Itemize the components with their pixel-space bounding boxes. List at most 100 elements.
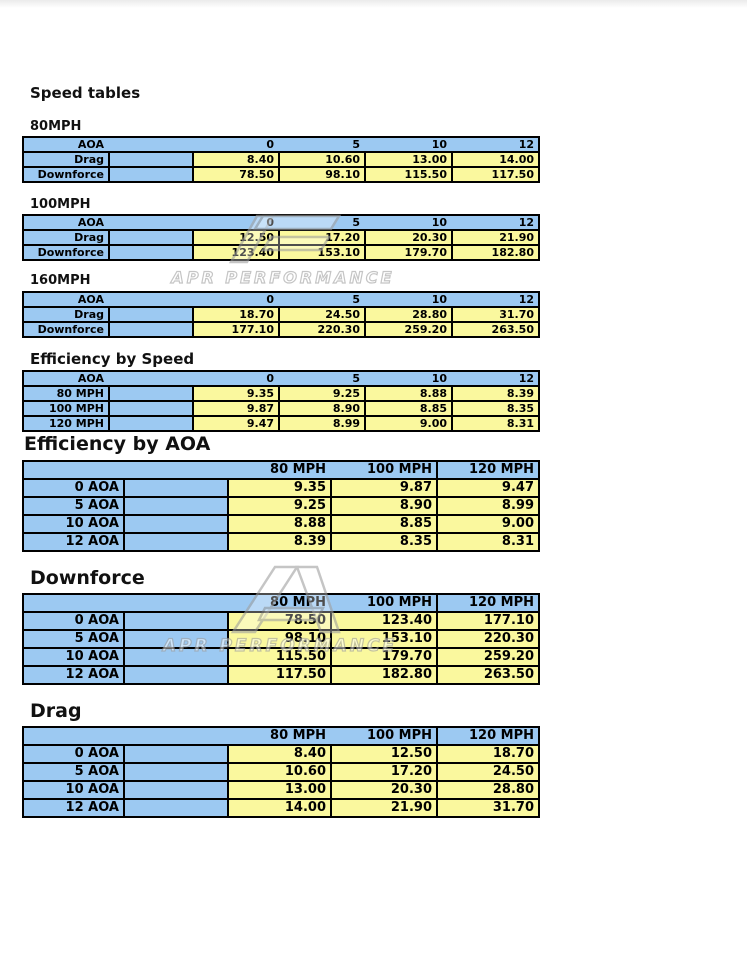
table-header-merged: 80 MPH 100 MPH bbox=[24, 595, 436, 611]
value-cell: 9.00 bbox=[438, 516, 538, 532]
col-header: 10 bbox=[431, 216, 447, 229]
blank-cell bbox=[125, 516, 227, 532]
blank-cell bbox=[110, 246, 192, 259]
watermark-text: APR PERFORMANCE bbox=[171, 267, 395, 287]
value-cell: 20.30 bbox=[332, 782, 436, 798]
blank-cell bbox=[110, 323, 192, 336]
value-cell: 263.50 bbox=[453, 323, 538, 336]
corner-label: AOA bbox=[77, 293, 104, 306]
value-cell: 13.00 bbox=[229, 782, 330, 798]
value-cell: 9.25 bbox=[229, 498, 330, 514]
col-header: 80 MPH bbox=[270, 595, 326, 610]
table-header-merged: 80 MPH 100 MPH bbox=[24, 728, 436, 744]
value-cell: 98.10 bbox=[280, 168, 364, 181]
value-cell: 17.20 bbox=[280, 231, 364, 244]
col-header: 10 bbox=[431, 372, 447, 385]
value-cell: 259.20 bbox=[366, 323, 451, 336]
row-label: 80 MPH bbox=[24, 387, 108, 400]
blank-cell bbox=[110, 387, 192, 400]
value-cell: 8.90 bbox=[332, 498, 436, 514]
value-cell: 21.90 bbox=[453, 231, 538, 244]
row-label: 5 AOA bbox=[24, 631, 123, 647]
value-cell: 9.25 bbox=[280, 387, 364, 400]
table-header-row: AOA 0 5 10 12 bbox=[24, 372, 538, 385]
value-cell: 153.10 bbox=[280, 246, 364, 259]
value-cell: 8.88 bbox=[366, 387, 451, 400]
value-cell: 9.87 bbox=[194, 402, 278, 415]
col-header: 5 bbox=[352, 138, 360, 151]
table-80mph: AOA 0 5 10 12 Drag 8.40 10.60 13.00 14.00 Downforc… bbox=[22, 136, 540, 183]
row-label: Downforce bbox=[24, 323, 108, 336]
value-cell: 31.70 bbox=[453, 308, 538, 321]
value-cell: 9.00 bbox=[366, 417, 451, 430]
value-cell: 98.10 bbox=[229, 631, 330, 647]
blank-cell bbox=[110, 153, 192, 166]
col-header: 5 bbox=[352, 293, 360, 306]
table-header-row: AOA 0 5 10 12 bbox=[24, 293, 538, 306]
col-header: 0 bbox=[266, 293, 274, 306]
col-header: 120 MPH bbox=[438, 728, 538, 744]
value-cell: 18.70 bbox=[194, 308, 278, 321]
blank-cell bbox=[125, 631, 227, 647]
col-header: 12 bbox=[518, 216, 534, 229]
value-cell: 20.30 bbox=[366, 231, 451, 244]
corner-label: AOA bbox=[77, 216, 104, 229]
value-cell: 117.50 bbox=[229, 667, 330, 683]
col-header: 80 MPH bbox=[270, 462, 326, 477]
value-cell: 263.50 bbox=[438, 667, 538, 683]
table-drag: 80 MPH 100 MPH 120 MPH 0 AOA 8.40 12.50 18.70 5… bbox=[22, 726, 540, 818]
value-cell: 9.47 bbox=[194, 417, 278, 430]
value-cell: 8.31 bbox=[438, 534, 538, 550]
corner-label: AOA bbox=[77, 138, 104, 151]
row-label: 12 AOA bbox=[24, 667, 123, 683]
row-label: 120 MPH bbox=[24, 417, 108, 430]
value-cell: 220.30 bbox=[280, 323, 364, 336]
blank-cell bbox=[110, 308, 192, 321]
value-cell: 8.90 bbox=[280, 402, 364, 415]
row-label: 0 AOA bbox=[24, 613, 123, 629]
value-cell: 123.40 bbox=[194, 246, 278, 259]
blank-cell bbox=[125, 498, 227, 514]
value-cell: 21.90 bbox=[332, 800, 436, 816]
col-header: 5 bbox=[352, 216, 360, 229]
table-title-efficiency-by-aoa: Efficiency by AOA bbox=[24, 433, 211, 455]
table-title-drag: Drag bbox=[30, 700, 82, 722]
col-header: 0 bbox=[266, 372, 274, 385]
col-header: 10 bbox=[431, 293, 447, 306]
col-header: 100 MPH bbox=[366, 462, 432, 477]
value-cell: 14.00 bbox=[229, 800, 330, 816]
table-header-row: AOA 0 5 10 12 bbox=[24, 216, 538, 229]
blank-cell bbox=[110, 231, 192, 244]
value-cell: 24.50 bbox=[438, 764, 538, 780]
col-header: 80 MPH bbox=[270, 728, 326, 743]
value-cell: 115.50 bbox=[229, 649, 330, 665]
table-header-merged: 80 MPH 100 MPH bbox=[24, 462, 436, 478]
value-cell: 9.87 bbox=[332, 480, 436, 496]
table-title-160mph: 160MPH bbox=[30, 273, 91, 288]
value-cell: 8.88 bbox=[229, 516, 330, 532]
value-cell: 8.35 bbox=[332, 534, 436, 550]
value-cell: 8.85 bbox=[366, 402, 451, 415]
value-cell: 9.47 bbox=[438, 480, 538, 496]
value-cell: 28.80 bbox=[438, 782, 538, 798]
value-cell: 8.39 bbox=[229, 534, 330, 550]
page-top-shadow bbox=[0, 0, 747, 8]
row-label: 12 AOA bbox=[24, 534, 123, 550]
col-header: 0 bbox=[266, 138, 274, 151]
value-cell: 17.20 bbox=[332, 764, 436, 780]
value-cell: 179.70 bbox=[332, 649, 436, 665]
value-cell: 24.50 bbox=[280, 308, 364, 321]
row-label: Downforce bbox=[24, 246, 108, 259]
value-cell: 8.40 bbox=[229, 746, 330, 762]
value-cell: 117.50 bbox=[453, 168, 538, 181]
row-label: Drag bbox=[24, 153, 108, 166]
page-title: Speed tables bbox=[30, 84, 141, 102]
value-cell: 220.30 bbox=[438, 631, 538, 647]
value-cell: 182.80 bbox=[453, 246, 538, 259]
blank-cell bbox=[110, 417, 192, 430]
value-cell: 153.10 bbox=[332, 631, 436, 647]
row-label: Drag bbox=[24, 231, 108, 244]
row-label: Downforce bbox=[24, 168, 108, 181]
value-cell: 179.70 bbox=[366, 246, 451, 259]
